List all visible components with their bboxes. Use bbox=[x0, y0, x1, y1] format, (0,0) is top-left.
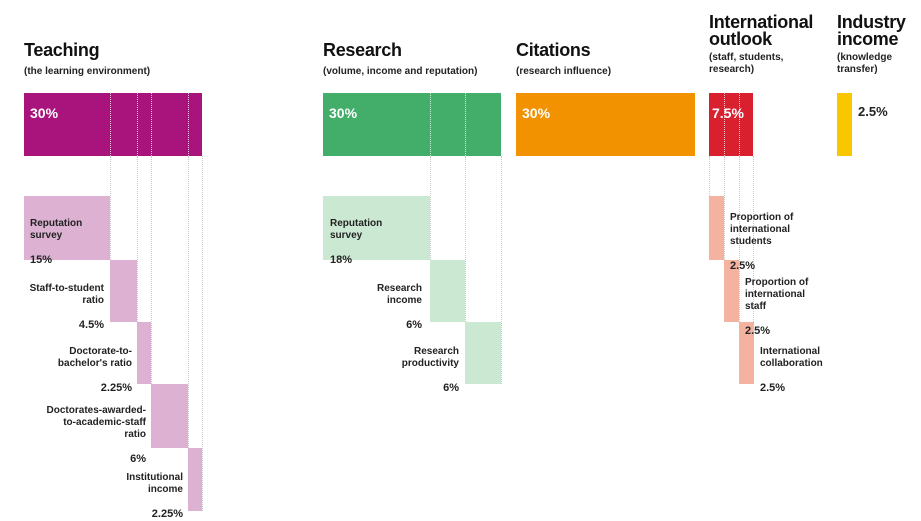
international-title: International outlook bbox=[709, 12, 814, 49]
teaching-guide-line bbox=[110, 156, 111, 260]
teaching-reputation-block bbox=[24, 196, 110, 260]
international-guide-line bbox=[709, 156, 710, 196]
teaching-staff-ratio-label: Staff-to-student ratio 4.5% bbox=[30, 271, 104, 332]
component-name: International collaboration bbox=[760, 346, 823, 369]
research-reputation-label: Reputation survey 18% bbox=[330, 206, 382, 267]
component-name: Reputation survey bbox=[30, 218, 83, 241]
component-value: 4.5% bbox=[78, 319, 104, 331]
teaching-divider bbox=[110, 93, 111, 156]
component-value: 6% bbox=[130, 453, 146, 465]
industry-weight: 2.5% bbox=[858, 104, 888, 119]
international-students-label: Proportion of international students 2.5… bbox=[730, 200, 793, 273]
international-collaboration-block bbox=[739, 322, 754, 384]
research-reputation-block bbox=[323, 196, 430, 260]
component-value: 6% bbox=[443, 382, 459, 394]
teaching-divider bbox=[137, 93, 138, 156]
component-name: Proportion of international staff bbox=[745, 277, 809, 312]
component-name: Research income bbox=[376, 283, 422, 306]
research-guide-line bbox=[430, 156, 431, 260]
international-staff-block bbox=[724, 260, 739, 322]
teaching-doctorates-staff-block bbox=[151, 384, 188, 448]
international-guide-line bbox=[739, 156, 740, 322]
component-name: Research productivity bbox=[401, 346, 459, 369]
research-income-label: Research income 6% bbox=[377, 271, 422, 332]
international-staff-label: Proportion of international staff 2.5% bbox=[745, 265, 808, 338]
industry-bar bbox=[837, 93, 852, 156]
component-name: Staff-to-student ratio bbox=[29, 283, 104, 306]
industry-subtitle: (knowledge transfer) bbox=[837, 52, 893, 75]
international-divider bbox=[724, 93, 725, 156]
citations-bar: 30% bbox=[516, 93, 695, 156]
teaching-staff-ratio-block bbox=[110, 260, 137, 322]
component-name: Proportion of international students bbox=[730, 212, 794, 247]
international-divider bbox=[739, 93, 740, 156]
international-guide-line bbox=[724, 156, 725, 260]
research-weight: 30% bbox=[329, 105, 358, 121]
teaching-guide-line bbox=[188, 156, 189, 448]
component-value: 18% bbox=[330, 254, 353, 266]
component-name: Doctorates-awarded- to-academic-staff ra… bbox=[46, 405, 146, 440]
research-productivity-block bbox=[465, 322, 501, 384]
teaching-title: Teaching bbox=[24, 40, 100, 60]
research-guide-line bbox=[501, 156, 502, 384]
international-collaboration-label: International collaboration 2.5% bbox=[760, 334, 823, 395]
component-value: 6% bbox=[406, 319, 422, 331]
teaching-divider bbox=[188, 93, 189, 156]
component-value: 2.25% bbox=[100, 382, 132, 394]
teaching-doctorate-bachelor-block bbox=[137, 322, 151, 384]
teaching-institutional-income-label: Institutional income 2.25% bbox=[126, 460, 183, 521]
component-name: Doctorate-to- bachelor's ratio bbox=[57, 346, 132, 369]
component-value: 2.5% bbox=[745, 325, 771, 337]
international-guide-line bbox=[753, 156, 754, 322]
teaching-doctorates-staff-label: Doctorates-awarded- to-academic-staff ra… bbox=[47, 393, 146, 466]
citations-weight: 30% bbox=[522, 105, 551, 121]
research-title: Research bbox=[323, 40, 402, 60]
teaching-weight: 30% bbox=[30, 105, 59, 121]
citations-subtitle: (research influence) bbox=[516, 66, 612, 77]
citations-title: Citations bbox=[516, 40, 591, 60]
teaching-institutional-income-block bbox=[188, 448, 202, 511]
teaching-subtitle: (the learning environment) bbox=[24, 66, 151, 77]
international-subtitle: (staff, students, research) bbox=[709, 52, 784, 75]
industry-title: Industry income bbox=[837, 12, 906, 49]
international-students-block bbox=[709, 196, 724, 260]
component-name: Institutional income bbox=[126, 472, 183, 495]
teaching-guide-line bbox=[137, 156, 138, 322]
component-value: 2.5% bbox=[730, 260, 756, 272]
research-income-block bbox=[430, 260, 465, 322]
international-bar: 7.5% bbox=[709, 93, 753, 156]
teaching-guide-line bbox=[151, 156, 152, 384]
research-productivity-label: Research productivity 6% bbox=[402, 334, 459, 395]
component-value: 2.25% bbox=[151, 508, 183, 520]
teaching-bar: 30% bbox=[24, 93, 202, 156]
research-divider bbox=[465, 93, 466, 156]
research-divider bbox=[430, 93, 431, 156]
research-guide-line bbox=[465, 156, 466, 322]
research-bar: 30% bbox=[323, 93, 501, 156]
teaching-doctorate-bachelor-label: Doctorate-to- bachelor's ratio 2.25% bbox=[58, 334, 132, 395]
component-value: 2.5% bbox=[760, 382, 786, 394]
international-weight: 7.5% bbox=[712, 105, 744, 121]
teaching-reputation-label: Reputation survey 15% bbox=[30, 206, 82, 267]
teaching-divider bbox=[151, 93, 152, 156]
component-name: Reputation survey bbox=[330, 218, 383, 241]
research-subtitle: (volume, income and reputation) bbox=[323, 66, 478, 77]
component-value: 15% bbox=[30, 254, 53, 266]
teaching-guide-line bbox=[202, 156, 203, 511]
